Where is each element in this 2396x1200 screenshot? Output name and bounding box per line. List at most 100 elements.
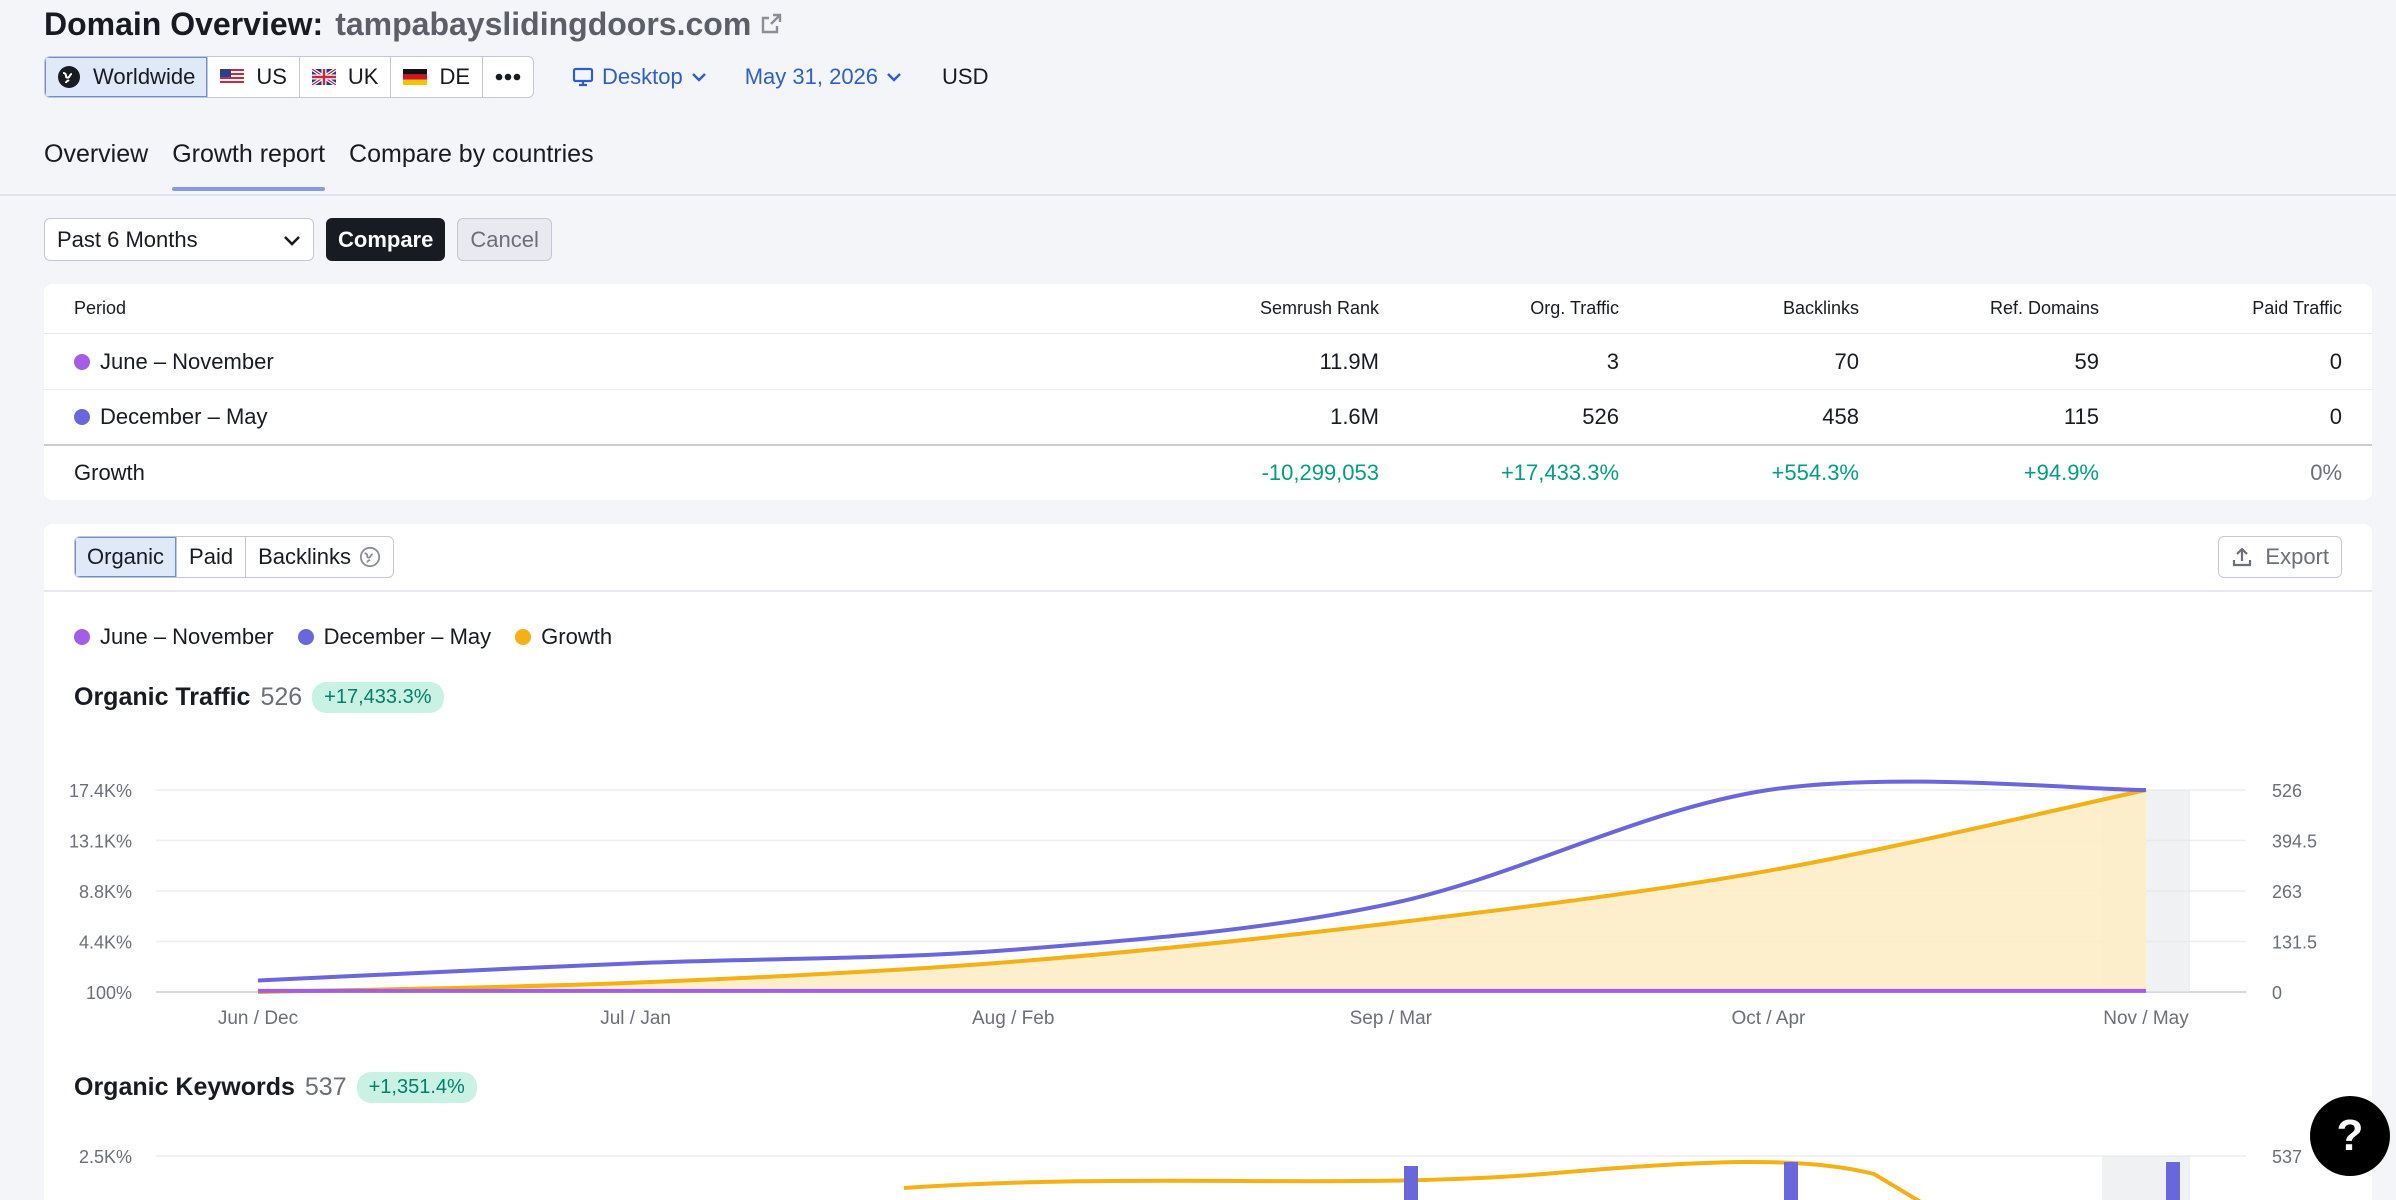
org-traffic-value: 526 [1582, 404, 1619, 429]
y-left-tick-label: 2.5K% [79, 1147, 132, 1167]
backlinks-tab[interactable]: Backlinks [246, 537, 393, 577]
organic-keywords-chart: 2.5K% 537 [79, 1147, 2302, 1200]
device-dropdown[interactable]: Desktop [572, 64, 707, 90]
backlinks-value: 70 [1834, 348, 1859, 374]
chart-legend: June – November December – May Growth [74, 624, 612, 650]
paid-tab[interactable]: Paid [177, 537, 247, 577]
legend-item[interactable]: December – May [297, 624, 491, 650]
growth-chart-card: Organic Paid Backlinks Export June – Nov… [44, 524, 2372, 1200]
legend-dot [515, 629, 532, 645]
organic-traffic-chart: 100% 0 4.4K% 131.5 8.8K% 263 13.1K% 394.5 17.4K%… [69, 779, 2317, 1029]
y-right-tick-label: 0 [2272, 983, 2282, 1003]
metric-name: Organic Keywords [74, 1073, 295, 1101]
domain-name[interactable]: tampabayslidingdoors.com [335, 5, 752, 42]
backlinks-value: 458 [1822, 404, 1859, 429]
tab-compare-by-countries[interactable]: Compare by countries [349, 140, 594, 168]
growth-area [258, 790, 2146, 992]
column-header-semrush-rank: Semrush Rank [1259, 298, 1379, 318]
column-header-ref-domains: Ref. Domains [1989, 298, 2099, 318]
metric-value: 526 [260, 683, 303, 711]
database-worldwide[interactable]: Worldwide [45, 57, 209, 97]
keyword-bar [1404, 1166, 1418, 1200]
x-tick-label: Oct / Apr [1731, 1008, 1806, 1029]
compare-button[interactable]: Compare [326, 218, 446, 261]
y-right-tick-label: 131.5 [2272, 933, 2317, 953]
growth-row: Growth -10,299,053 +17,433.3% +554.3% +9… [44, 446, 2372, 500]
y-left-tick-label: 8.8K% [79, 882, 132, 902]
period-label: December – May [100, 404, 268, 429]
y-right-tick-label: 526 [2272, 781, 2302, 801]
x-tick-label: Nov / May [2103, 1008, 2189, 1029]
growth-table: Period Semrush Rank Org. Traffic Backlin… [44, 284, 2372, 500]
org-traffic-value: 3 [1606, 348, 1619, 374]
series-dot [74, 353, 90, 370]
series-dot [74, 409, 90, 425]
semrush-rank-value: 1.6M [1330, 404, 1379, 429]
organic-tab[interactable]: Organic [75, 537, 178, 577]
growth-label: Growth [74, 460, 145, 485]
semrush-rank-growth: -10,299,053 [1261, 460, 1379, 485]
keyword-bar [2166, 1162, 2180, 1200]
legend-dot [297, 629, 314, 645]
flag-de-icon [403, 69, 428, 85]
flag-uk-icon [311, 69, 336, 85]
ref-domains-value: 115 [2063, 404, 2099, 429]
card-divider [44, 590, 2372, 592]
y-left-tick-label: 100% [86, 983, 132, 1003]
globe-icon [58, 66, 80, 88]
report-tabs: Overview Growth report Compare by countr… [44, 140, 594, 191]
series-line [257, 779, 2147, 983]
growth-badge: +1,351.4% [356, 1072, 477, 1103]
period-select[interactable]: Past 6 Months [44, 218, 314, 261]
semrush-rank-value: 11.9M [1319, 348, 1379, 374]
paid-traffic-growth: 0% [2310, 460, 2342, 485]
x-tick-label: Jul / Jan [600, 1008, 671, 1029]
chevron-down-icon [691, 73, 706, 82]
period-label: June – November [100, 348, 274, 374]
date-dropdown[interactable]: May 31, 2026 [745, 64, 902, 90]
database-switcher: Worldwide US UK [44, 56, 534, 98]
tab-overview[interactable]: Overview [44, 140, 149, 168]
page-header: Domain Overview: tampabayslidingdoors.co… [44, 4, 783, 44]
y-left-tick-label: 17.4K% [69, 781, 132, 801]
more-databases-button[interactable] [483, 57, 533, 97]
metric-value: 537 [304, 1073, 347, 1101]
legend-item[interactable]: June – November [74, 624, 274, 650]
database-de[interactable]: DE [391, 57, 483, 97]
more-dots-icon [495, 73, 521, 81]
column-header-paid-traffic: Paid Traffic [2252, 298, 2342, 318]
growth-badge: +17,433.3% [312, 682, 444, 713]
ref-domains-growth: +94.9% [2023, 460, 2099, 485]
column-header-backlinks: Backlinks [1782, 298, 1859, 318]
database-uk[interactable]: UK [300, 57, 392, 97]
flag-us-icon [220, 69, 245, 85]
external-link-icon[interactable] [759, 12, 783, 36]
table-header: Period Semrush Rank Org. Traffic Backlin… [44, 284, 2372, 334]
keyword-bar [1784, 1162, 1798, 1200]
currency-label: USD [942, 64, 989, 89]
legend-item[interactable]: Growth [515, 624, 612, 650]
paid-traffic-value: 0 [2329, 404, 2342, 429]
page-title: Domain Overview: [44, 5, 324, 42]
y-left-tick-label: 13.1K% [69, 832, 132, 852]
column-header-period: Period [74, 298, 127, 318]
column-header-org-traffic: Org. Traffic [1530, 298, 1619, 318]
legend-dot [74, 629, 90, 645]
cancel-button[interactable]: Cancel [457, 218, 552, 261]
table-row: December – May 1.6M 526 458 115 0 [44, 390, 2372, 446]
org-traffic-growth: +17,433.3% [1500, 460, 1619, 485]
database-us[interactable]: US [208, 57, 300, 97]
y-right-tick-label: 537 [2272, 1147, 2302, 1167]
tab-growth-report[interactable]: Growth report [172, 140, 325, 191]
chevron-down-icon [284, 235, 300, 246]
globe-icon [359, 546, 381, 568]
upload-icon [2233, 547, 2252, 567]
organic-keywords-heading: Organic Keywords 537 +1,351.4% [74, 1072, 477, 1103]
metric-name: Organic Traffic [74, 683, 251, 711]
growth-series-line [257, 788, 2147, 994]
table-row: June – November 11.9M 3 70 59 0 [44, 334, 2372, 390]
export-button[interactable]: Export [2218, 536, 2342, 578]
chart-type-switcher: Organic Paid Backlinks [74, 536, 395, 578]
y-right-tick-label: 394.5 [2272, 832, 2317, 852]
help-button[interactable]: ? [2310, 1096, 2390, 1176]
